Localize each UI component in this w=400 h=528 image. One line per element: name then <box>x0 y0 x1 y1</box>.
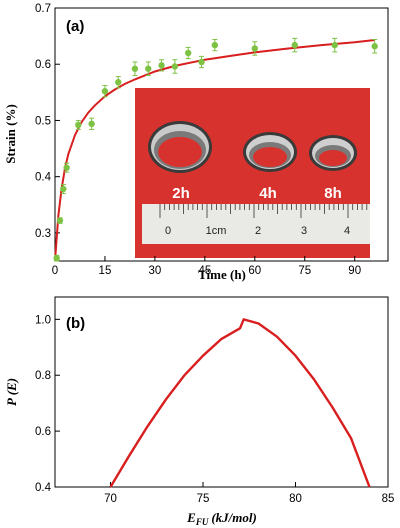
x-tick-label-a: 15 <box>99 265 112 277</box>
marker <box>291 41 298 49</box>
y-tick-label-a: 0.4 <box>35 172 52 184</box>
panel-a: 0 1cm 2 3 4 2h 4h 8h 0 15 30 45 60 75 90 0.3 0.4 0.5 0.6… <box>3 3 389 282</box>
ruler-labels: 0 1cm 2 3 4 <box>165 225 350 237</box>
inset-photo: 0 1cm 2 3 4 2h 4h 8h <box>135 88 370 258</box>
x-tick-label-a: 30 <box>149 265 162 277</box>
marker <box>56 217 64 224</box>
ruler-label: 0 <box>165 225 171 237</box>
marker <box>198 58 205 66</box>
data-point <box>185 46 192 60</box>
plot-frame-a <box>54 7 389 262</box>
ruler-label: 3 <box>301 225 307 237</box>
y-tick-label-b: 0.4 <box>35 482 52 494</box>
data-point <box>171 59 179 74</box>
x-tick-label-b: 75 <box>197 493 210 505</box>
data-point <box>145 61 152 76</box>
x-tick-label-a: 90 <box>348 265 361 277</box>
data-point <box>63 162 70 173</box>
data-point <box>53 254 60 262</box>
y-tick-label-a: 0.7 <box>35 3 51 15</box>
ring-4h <box>243 132 297 172</box>
ruler-label: 1cm <box>206 225 227 237</box>
data-point <box>371 38 378 54</box>
marker <box>101 88 109 95</box>
plot-frame-b <box>54 296 389 488</box>
data-point <box>101 85 109 98</box>
y-axis-title-b: P (E) <box>4 378 19 406</box>
marker <box>371 43 378 50</box>
ring-labels: 2h 4h 8h <box>172 185 342 202</box>
ring-label: 2h <box>172 185 190 202</box>
marker <box>185 49 192 57</box>
ticks-a: 0 15 30 45 60 75 900.30.40.50.60.7 <box>35 3 361 277</box>
marker <box>60 185 67 193</box>
x-tick-label-a: 0 <box>52 265 58 277</box>
panel-label-a: (a) <box>66 18 84 35</box>
x-tick-label-a: 45 <box>198 265 211 277</box>
panel-label-b: (b) <box>66 315 85 332</box>
data-points-a <box>53 37 378 262</box>
data-point <box>131 61 139 76</box>
x-tick-label-b: 85 <box>382 493 395 505</box>
y-tick-label-b: 0.6 <box>35 426 51 438</box>
ruler <box>142 204 370 244</box>
x-tick-label-b: 80 <box>289 493 302 505</box>
x-tick-label-b: 70 <box>104 493 117 505</box>
data-point <box>331 37 338 53</box>
fit-curve <box>54 39 375 262</box>
ring-8h <box>309 135 357 171</box>
distribution-curve <box>109 318 371 488</box>
ruler-ticks <box>159 204 368 218</box>
data-point <box>211 38 219 52</box>
ring-2h <box>148 121 212 173</box>
marker <box>171 63 179 70</box>
marker <box>75 121 82 129</box>
x-axis-title-b-main: E <box>186 510 196 525</box>
data-point <box>115 76 122 89</box>
marker <box>251 45 258 52</box>
ring-label: 8h <box>324 185 342 202</box>
ruler-label: 4 <box>344 225 350 237</box>
x-tick-label-a: 60 <box>248 265 261 277</box>
data-point <box>198 55 205 69</box>
x-axis-title-b: EFU (kJ/mol) <box>186 510 257 527</box>
data-point <box>158 59 165 72</box>
y-axis-title-a: Strain (%) <box>3 104 18 164</box>
y-tick-label-a: 0.6 <box>35 59 51 71</box>
marker <box>115 79 122 86</box>
marker <box>211 41 219 49</box>
ruler-label: 2 <box>255 225 261 237</box>
ring-label: 4h <box>259 185 277 202</box>
data-point <box>251 41 258 56</box>
x-axis-title-b-sub: FU <box>195 517 209 527</box>
data-point <box>291 37 298 53</box>
marker <box>331 41 338 49</box>
data-point <box>75 119 82 130</box>
x-axis-title-b-unit: (kJ/mol) <box>211 510 257 525</box>
data-point <box>60 184 67 195</box>
marker <box>145 65 152 72</box>
marker <box>63 164 70 171</box>
data-point <box>88 117 95 130</box>
x-axis-title-a: Time (h) <box>198 267 246 282</box>
data-point <box>56 217 64 224</box>
marker <box>53 254 60 262</box>
marker <box>131 65 139 72</box>
marker <box>88 120 95 128</box>
y-tick-label-a: 0.5 <box>35 115 51 127</box>
probability-curve <box>109 318 371 488</box>
marker <box>158 62 165 69</box>
y-tick-label-b: 0.8 <box>35 370 51 382</box>
fit-line-a <box>54 39 375 262</box>
x-tick-label-a: 75 <box>298 265 311 277</box>
ticks-b: 70 75 80 85 0.4 0.6 0.8 1.0 <box>35 314 394 505</box>
y-tick-label-b: 1.0 <box>35 314 51 326</box>
panel-b: 70 75 80 85 0.4 0.6 0.8 1.0 (b) P (E) EFU (kJ/mo… <box>4 296 394 527</box>
y-tick-label-a: 0.3 <box>35 228 51 240</box>
